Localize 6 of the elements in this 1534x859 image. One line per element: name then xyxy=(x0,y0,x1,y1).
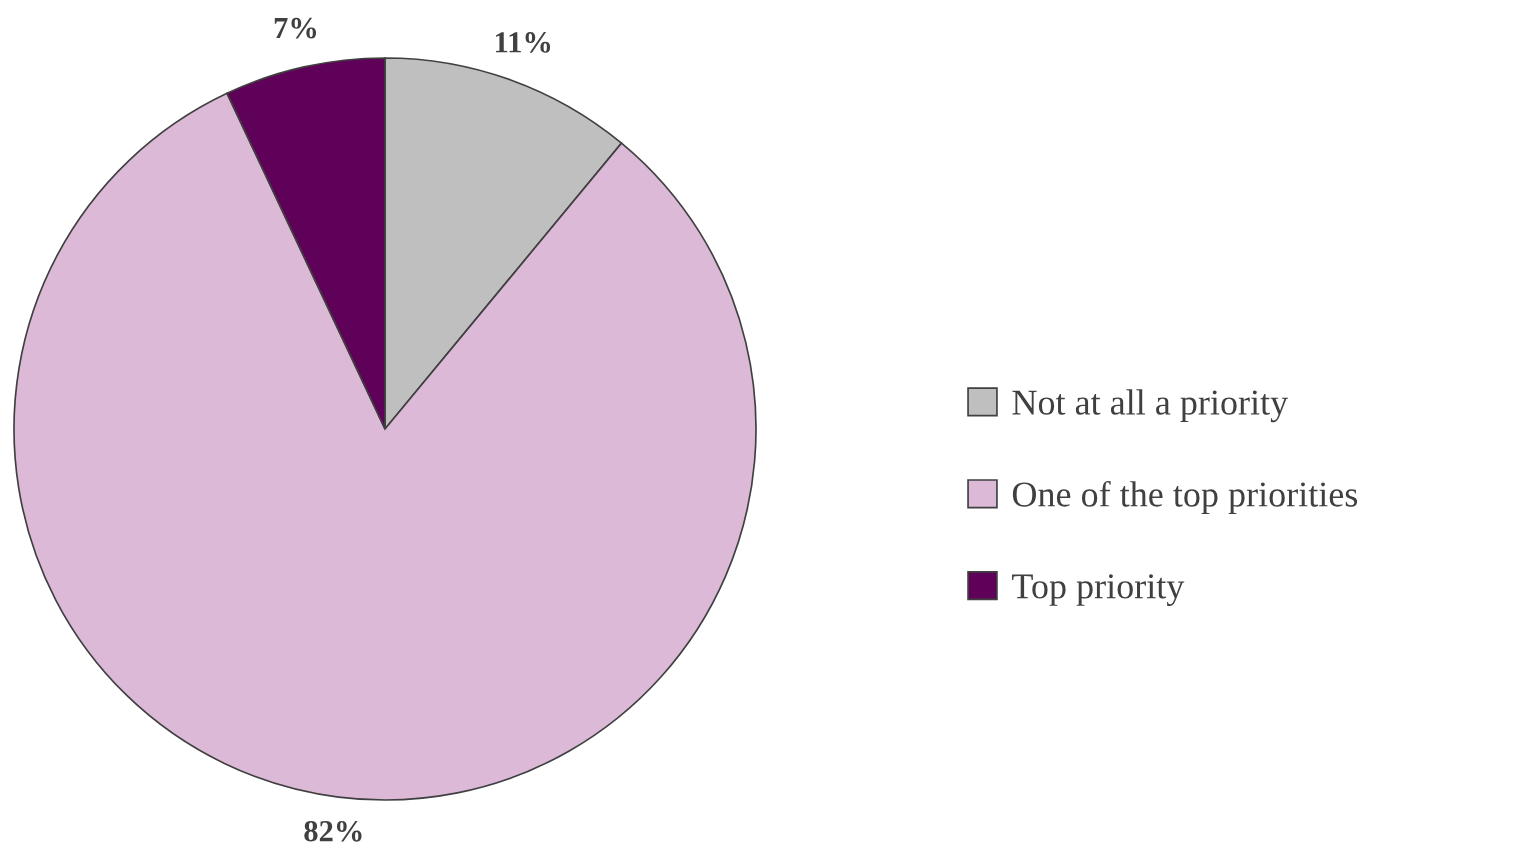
data-label: 11% xyxy=(495,32,551,53)
legend-label: Top priority xyxy=(1012,574,1185,606)
data-label: 7% xyxy=(274,17,317,39)
legend-label: Not at all a priority xyxy=(1012,389,1289,423)
data-label: 82% xyxy=(304,820,362,842)
legend-label: One of the top priorities xyxy=(1012,480,1358,515)
